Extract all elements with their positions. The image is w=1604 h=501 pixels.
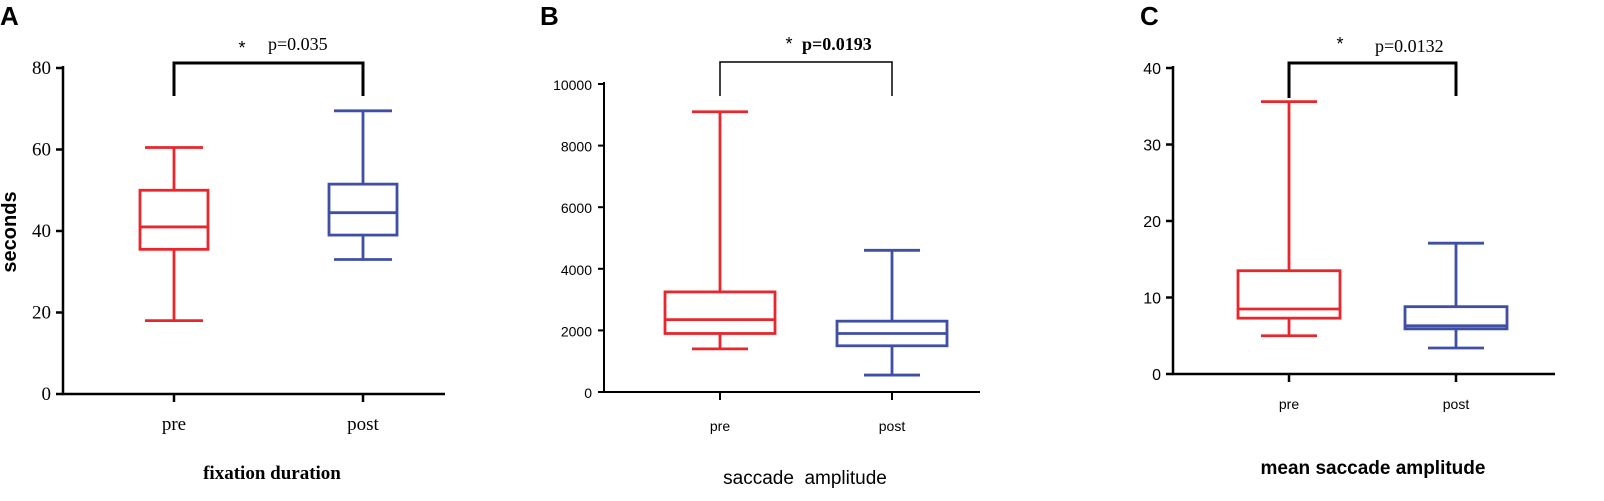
panel-a-plot: 0 20 40 60 80	[32, 58, 445, 405]
panel-a-x-axis-label: fixation duration	[203, 463, 341, 484]
panel-c-letter: C	[1140, 1, 1159, 31]
panel-a-p-value: p=0.035	[268, 34, 328, 54]
panel-a-y-tick-label: 0	[42, 384, 52, 405]
panel-b-x-axis-label: saccade amplitude	[723, 468, 887, 489]
panel-b-y-tick-label: 8000	[561, 139, 592, 155]
panel-a-x-tick-post: post	[347, 414, 379, 435]
panel-b-y-tick-label: 2000	[561, 323, 592, 339]
panel-b-x-tick-post: post	[879, 418, 906, 434]
panel-a-box-pre	[138, 146, 210, 323]
panel-c-y-tick-label: 40	[1143, 61, 1161, 78]
panel-a-y-axis-label: seconds	[0, 191, 21, 272]
panel-a-box-post	[327, 109, 399, 261]
panel-b-x-tick-pre: pre	[710, 418, 730, 434]
panel-c-iqr-pre	[1236, 269, 1342, 320]
panel-b-p-value: p=0.0193	[802, 34, 872, 54]
panel-c-y-tick-label: 10	[1143, 291, 1161, 308]
panel-c-significance-bracket	[1287, 61, 1458, 98]
panel-c-box-pre	[1236, 100, 1342, 338]
panel-b-plot: 0 2000 4000 6000 8000 10000	[553, 61, 980, 401]
panel-b-y-tick-label: 0	[584, 385, 592, 401]
panel-b-box-pre	[663, 110, 777, 351]
panel-a-significance-star: *	[238, 38, 245, 58]
panel-c-x-axis-label: mean saccade amplitude	[1261, 458, 1486, 479]
panel-a-x-tick-pre: pre	[162, 414, 186, 435]
panel-b: B 0 2000 4000 6000 8000 10000 pre post saccad…	[540, 1, 980, 489]
panel-c-x-tick-post: post	[1443, 396, 1470, 412]
panel-b-y-tick-label: 6000	[561, 200, 592, 216]
panel-b-y-tick-label: 4000	[561, 262, 592, 278]
panel-c-y-tick-label: 30	[1143, 138, 1161, 155]
panel-a-significance-bracket	[172, 61, 365, 96]
panel-c: C 0 10 20 30 40 pre post mean saccade amplit…	[1140, 1, 1555, 479]
panel-a-y-tick-label: 20	[32, 303, 51, 324]
panel-a-y-tick-label: 40	[32, 221, 51, 242]
panel-c-iqr-post	[1403, 305, 1509, 331]
panel-a-y-tick-label: 80	[32, 58, 51, 79]
panel-c-significance-star: *	[1336, 34, 1343, 54]
panel-a-letter: A	[0, 1, 19, 31]
panel-b-significance-bracket	[719, 61, 893, 96]
panel-a: A seconds 0 20 40 60 80 pre post fixation du…	[0, 1, 445, 484]
panel-c-x-tick-pre: pre	[1279, 396, 1299, 412]
panel-b-letter: B	[540, 1, 559, 31]
panel-c-y-tick-label: 0	[1152, 367, 1161, 384]
panel-a-iqr-post	[327, 182, 399, 237]
panel-b-iqr-pre	[663, 290, 777, 335]
panel-b-box-post	[835, 248, 949, 377]
panel-a-iqr-pre	[138, 188, 210, 251]
panel-c-y-tick-label: 20	[1143, 214, 1161, 231]
panel-b-y-tick-label: 10000	[553, 77, 592, 93]
panel-b-significance-star: *	[785, 34, 792, 54]
panel-c-box-post	[1403, 241, 1509, 350]
panel-a-y-tick-label: 60	[32, 140, 51, 161]
panel-c-p-value: p=0.0132	[1375, 36, 1444, 56]
panel-c-plot: 0 10 20 30 40	[1143, 61, 1555, 384]
